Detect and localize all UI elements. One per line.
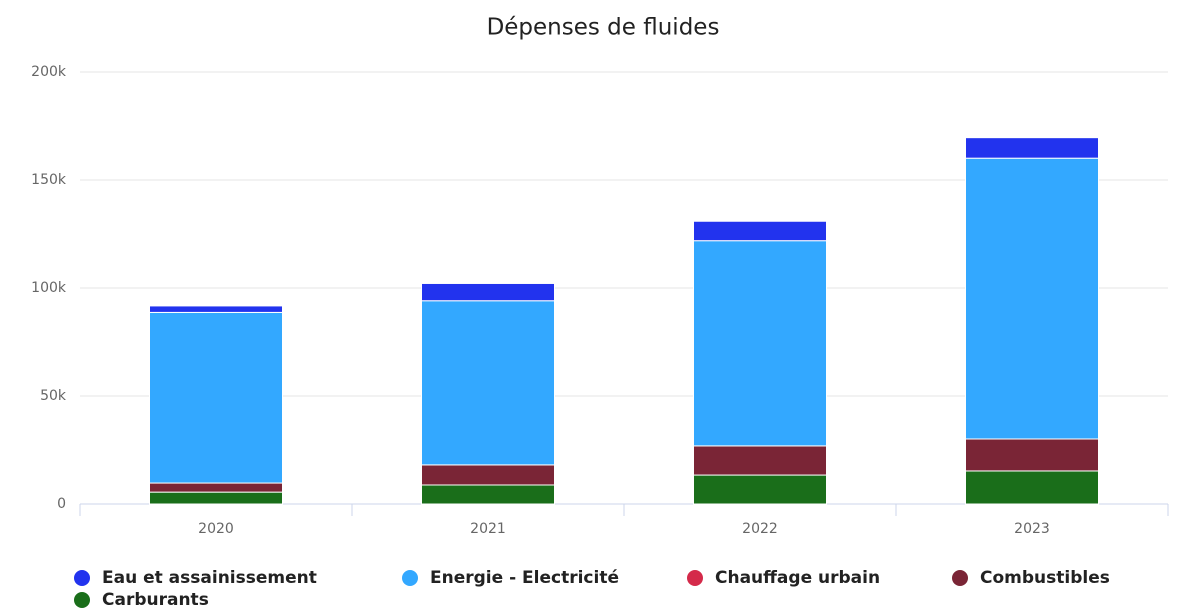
legend-label: Carburants (102, 590, 209, 610)
bar-segment (965, 470, 1099, 505)
legend-marker (74, 592, 90, 608)
bar-segment (149, 491, 283, 505)
chart-title: Dépenses de fluides (487, 15, 720, 41)
legend-label: Combustibles (980, 568, 1110, 588)
y-tick-label: 0 (57, 496, 66, 512)
legend-label: Eau et assainissement (102, 568, 317, 588)
bar-segment (693, 474, 827, 505)
bar-segment (965, 157, 1099, 440)
bar-segment (149, 311, 283, 484)
legend-marker (74, 570, 90, 586)
legend-label: Chauffage urbain (715, 568, 880, 588)
y-tick-label: 200k (31, 64, 67, 80)
bar-segment (149, 482, 283, 493)
bar-segment (421, 464, 555, 486)
legend-marker (952, 570, 968, 586)
bar-segment (965, 137, 1099, 159)
bar-segment (421, 484, 555, 505)
x-tick-label: 2020 (198, 521, 234, 537)
bar-segment (421, 300, 555, 466)
y-tick-label: 150k (31, 172, 67, 188)
legend-marker (687, 570, 703, 586)
legend-label: Energie - Electricité (430, 568, 619, 588)
y-tick-label: 100k (31, 280, 67, 296)
x-tick-label: 2021 (470, 521, 506, 537)
bar-segment (965, 438, 1099, 472)
bar-segment (421, 282, 555, 302)
x-tick-label: 2022 (742, 521, 778, 537)
bar-segment (149, 305, 283, 313)
bar-segment (693, 220, 827, 242)
bar-segment (693, 240, 827, 447)
legend-marker (402, 570, 418, 586)
bar-segment (693, 445, 827, 476)
x-tick-label: 2023 (1014, 521, 1050, 537)
y-tick-label: 50k (40, 388, 67, 404)
